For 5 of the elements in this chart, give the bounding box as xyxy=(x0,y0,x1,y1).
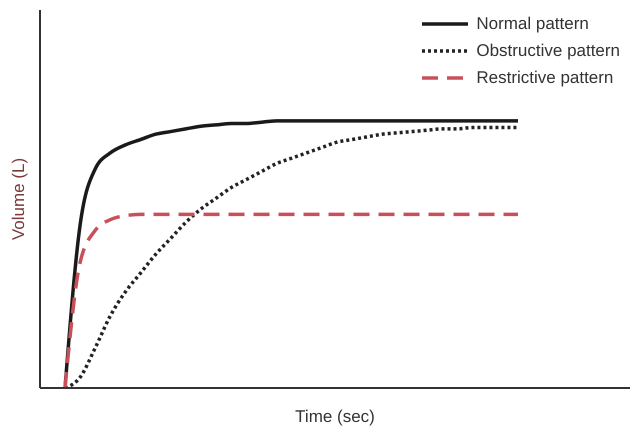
legend-label: Obstructive pattern xyxy=(476,40,620,62)
legend-label: Normal pattern xyxy=(476,13,589,35)
y-axis-title: Volume (L) xyxy=(9,158,28,240)
legend-label: Restrictive pattern xyxy=(476,67,614,89)
x-axis-title: Time (sec) xyxy=(295,407,375,426)
